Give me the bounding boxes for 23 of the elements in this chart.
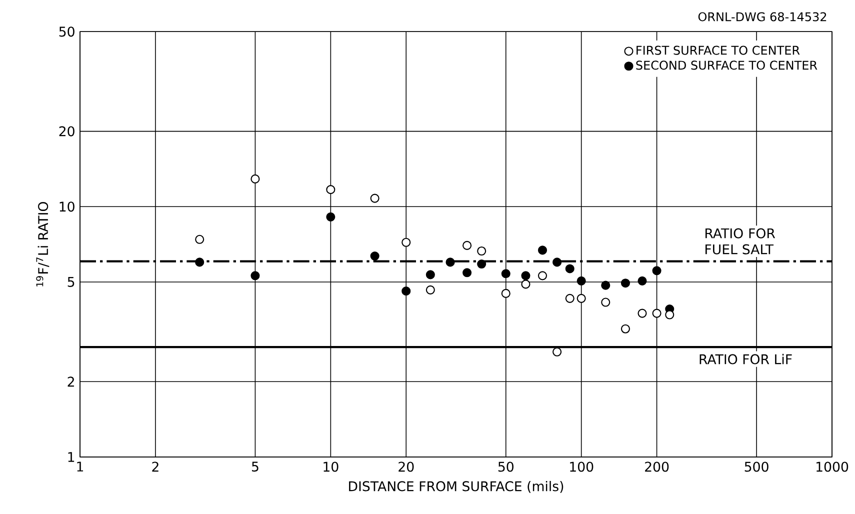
x-tick-label: 500 [744, 462, 768, 472]
x-tick-label: 100 [570, 462, 594, 472]
legend-label: SECOND SURFACE TO CENTER [636, 60, 818, 70]
y-tick-label: 20 [59, 126, 74, 136]
x-tick-label: 200 [645, 462, 669, 472]
legend-label: FIRST SURFACE TO CENTER [636, 46, 800, 55]
x-tick-label: 1 [77, 462, 84, 472]
x-tick-label: 2 [152, 462, 158, 472]
y-tick-label: 10 [60, 202, 74, 212]
x-tick-label: 10 [324, 462, 338, 472]
y-tick-label: 1 [68, 452, 74, 462]
y-tick-label: 5 [68, 277, 74, 287]
ref-line-label: RATIO FOR FUEL SALT [706, 228, 776, 254]
x-axis-title: DISTANCE FROM SURFACE (mils) [349, 480, 564, 493]
x-tick-label: 50 [498, 462, 514, 472]
y-axis-title: $^{19}$F/$^{7}$Li RATIO [36, 202, 50, 286]
y-tick-label: 2 [68, 376, 74, 387]
x-tick-label: 5 [252, 462, 258, 472]
x-tick-label: 1000 [816, 462, 848, 472]
ref-line-label: RATIO FOR LiF [700, 354, 792, 364]
x-tick-label: 20 [398, 462, 414, 472]
text: ORNL-DWG 68-14532 [698, 12, 826, 22]
y-tick-label: 50 [59, 26, 74, 37]
